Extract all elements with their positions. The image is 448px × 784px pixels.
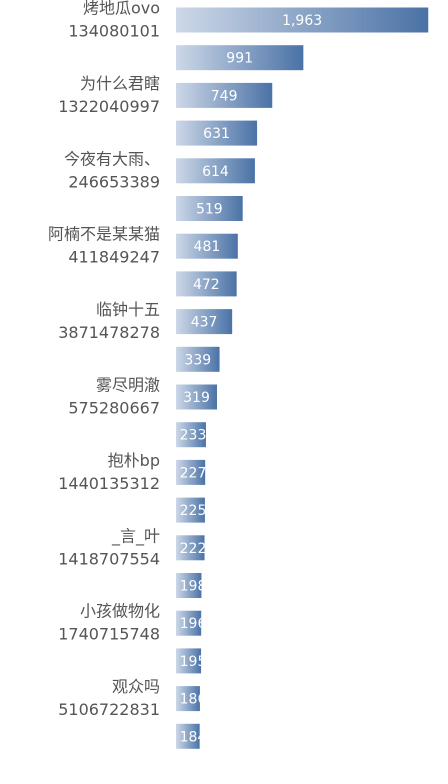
category-id: 246653389 [68, 172, 160, 191]
bar [176, 309, 233, 335]
value-label: 519 [196, 202, 223, 218]
category-id: 1322040997 [58, 97, 160, 116]
bar [176, 648, 202, 674]
value-label: 225 [180, 503, 207, 519]
bar [176, 120, 258, 146]
bar [176, 196, 243, 221]
category-id: 134080101 [68, 22, 160, 41]
category-id: 1418707554 [58, 549, 160, 568]
category-id: 1440135312 [58, 474, 160, 493]
category-label: 雾尽明澈 [96, 376, 160, 395]
bar [176, 233, 238, 259]
value-label: 631 [203, 126, 230, 142]
value-label: 198 [180, 579, 207, 595]
bar [176, 686, 200, 712]
bar [176, 459, 206, 485]
category-label: 阿楠不是某某猫 [48, 225, 160, 244]
category-id: 411849247 [68, 248, 160, 267]
value-label: 196 [180, 616, 207, 632]
category-label: 观众吗 [112, 677, 160, 696]
category-label: 小孩做物化 [80, 602, 160, 621]
value-label: 227 [180, 465, 207, 481]
bar [176, 82, 273, 108]
bar [176, 497, 205, 523]
bar [176, 610, 202, 636]
value-label: 481 [194, 239, 221, 255]
bar [176, 271, 237, 297]
bar [176, 7, 429, 33]
value-label: 437 [191, 315, 218, 331]
bar [176, 573, 202, 598]
category-label: 临钟十五 [96, 300, 160, 319]
value-label: 319 [183, 390, 210, 406]
value-label: 184 [180, 729, 207, 745]
value-label: 472 [193, 277, 220, 293]
category-id: 5106722831 [58, 700, 160, 719]
category-label: 抱朴bp [108, 451, 160, 470]
value-label: 222 [180, 541, 207, 557]
value-label: 991 [226, 51, 253, 67]
category-label: 为什么君瞎 [80, 74, 160, 93]
category-label: 烤地瓜ovo [83, 0, 160, 18]
bar [176, 384, 217, 410]
bar [176, 158, 255, 184]
value-label: 186 [180, 692, 207, 708]
category-id: 575280667 [68, 399, 160, 418]
value-label: 1,963 [282, 13, 322, 29]
value-label: 195 [180, 654, 207, 670]
category-id: 3871478278 [58, 323, 160, 342]
bar [176, 535, 205, 561]
category-label: 今夜有大雨、 [64, 149, 160, 168]
bar [176, 45, 304, 71]
category-label: _言_叶 [111, 526, 160, 546]
category-id: 1740715748 [58, 625, 160, 644]
value-label: 614 [202, 164, 229, 180]
bar [176, 422, 206, 448]
bar [176, 723, 200, 749]
value-label: 749 [211, 88, 238, 104]
value-label: 233 [180, 428, 207, 444]
bar [176, 346, 220, 372]
value-label: 339 [184, 352, 211, 368]
